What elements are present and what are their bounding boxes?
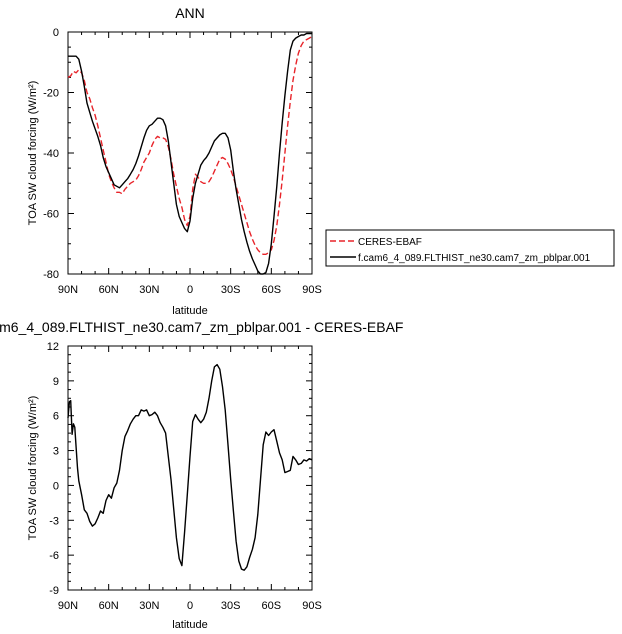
x-tick-label: 0 — [187, 600, 193, 612]
y-tick-label: -40 — [43, 148, 59, 160]
y-axis-label: TOA SW cloud forcing (W/m²) — [27, 396, 39, 541]
y-tick-label: 0 — [53, 480, 59, 492]
x-axis-label: latitude — [172, 305, 207, 317]
x-tick-label: 90S — [302, 600, 322, 612]
x-tick-label: 60S — [262, 284, 282, 296]
legend-label-1: f.cam6_4_089.FLTHIST_ne30.cam7_zm_pblpar… — [358, 253, 591, 264]
legend-label-0: CERES-EBAF — [358, 237, 422, 248]
chart-title: ANN — [175, 5, 205, 21]
legend: CERES-EBAF f.cam6_4_089.FLTHIST_ne30.cam7… — [325, 229, 615, 267]
y-tick-label: -3 — [49, 515, 59, 527]
y-tick-label: -20 — [43, 88, 59, 100]
x-tick-label: 30S — [221, 600, 241, 612]
y-tick-label: 0 — [53, 27, 59, 39]
series-line-1 — [68, 32, 312, 275]
y-tick-label: 3 — [53, 446, 59, 458]
x-tick-label: 90N — [58, 600, 78, 612]
x-tick-label: 60S — [262, 600, 282, 612]
x-axis-label: latitude — [172, 619, 207, 631]
y-tick-label: -9 — [49, 585, 59, 597]
plot-frame — [67, 345, 313, 591]
y-tick-label: -80 — [43, 269, 59, 281]
x-tick-label: 60N — [99, 284, 119, 296]
y-axis-label: TOA SW cloud forcing (W/m²) — [27, 81, 39, 226]
y-tick-label: -6 — [49, 550, 59, 562]
y-tick-label: -60 — [43, 209, 59, 221]
x-tick-label: 30N — [139, 600, 159, 612]
x-tick-label: 30N — [139, 284, 159, 296]
x-tick-label: 60N — [99, 600, 119, 612]
chart-title: f.cam6_4_089.FLTHIST_ne30.cam7_zm_pblpar… — [0, 319, 403, 335]
series-line-0 — [67, 363, 313, 571]
x-tick-label: 30S — [221, 284, 241, 296]
bottom-chart: f.cam6_4_089.FLTHIST_ne30.cam7_zm_pblpar… — [0, 319, 403, 631]
x-tick-label: 90S — [302, 284, 322, 296]
legend-box — [325, 229, 615, 267]
x-tick-label: 0 — [187, 284, 193, 296]
top-chart: ANN 90N 60N 30N 0 30S 60S 90S 0 -20 -40 -60 -80 latit… — [27, 5, 322, 317]
y-tick-label: 6 — [53, 411, 59, 423]
y-tick-label: 12 — [47, 341, 59, 353]
y-tick-label: 9 — [53, 376, 59, 388]
x-tick-label: 90N — [58, 284, 78, 296]
